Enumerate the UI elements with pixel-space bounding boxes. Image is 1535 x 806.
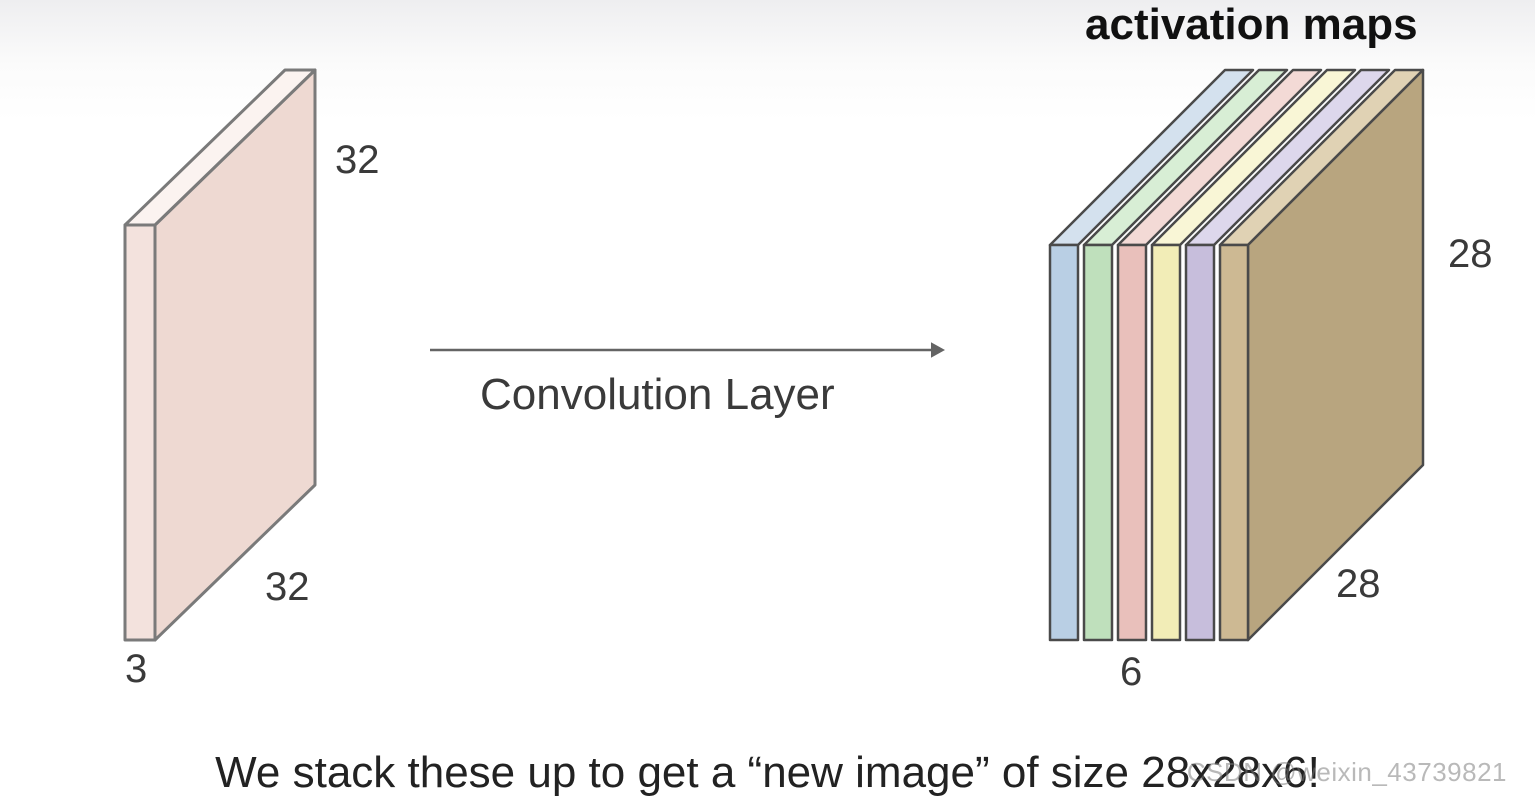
output-depth-label: 6 [1120, 650, 1142, 695]
input-depth-label: 3 [125, 647, 147, 692]
input-height-label: 32 [335, 138, 380, 183]
title-activation-maps: activation maps [1085, 0, 1418, 50]
arrow-label: Convolution Layer [480, 370, 835, 420]
output-width-label: 28 [1336, 562, 1381, 607]
diagram-stage: activation maps Convolution Layer 3 32 3… [0, 0, 1535, 806]
output-height-label: 28 [1448, 232, 1493, 277]
input-width-label: 32 [265, 565, 310, 610]
caption: We stack these up to get a “new image” o… [215, 748, 1320, 798]
